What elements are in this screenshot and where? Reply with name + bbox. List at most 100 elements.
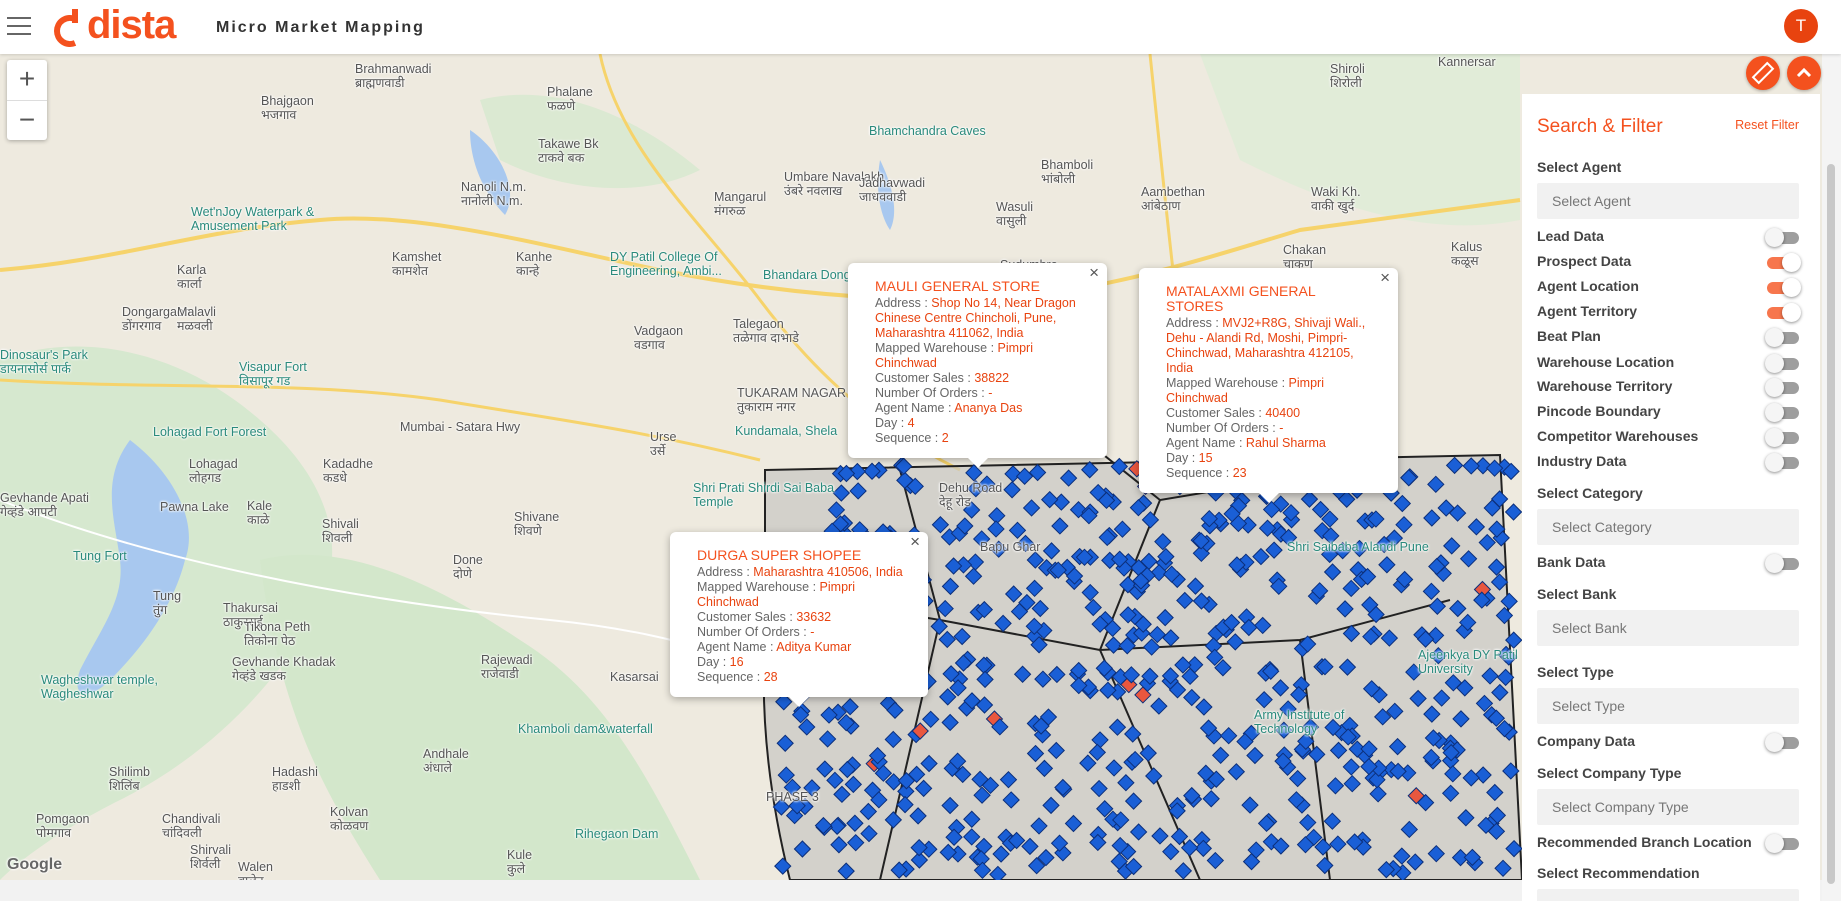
map-marker[interactable] [1007, 831, 1026, 850]
map-marker[interactable] [838, 760, 857, 779]
map-marker[interactable] [1388, 737, 1407, 756]
map-marker[interactable] [1025, 617, 1043, 636]
map-marker[interactable] [1018, 593, 1036, 612]
map-marker[interactable] [1156, 608, 1174, 627]
map-marker[interactable] [1422, 582, 1441, 601]
map-marker[interactable] [1110, 550, 1129, 568]
map-marker[interactable] [774, 857, 792, 875]
map-marker[interactable] [1095, 659, 1114, 677]
map-marker[interactable] [1422, 748, 1440, 767]
toggle-switch[interactable] [1765, 228, 1799, 247]
map-marker[interactable] [1258, 519, 1277, 537]
map-marker[interactable] [1424, 729, 1443, 747]
map-marker[interactable] [1467, 518, 1486, 536]
map-marker[interactable] [1103, 619, 1122, 638]
map-marker[interactable] [1040, 490, 1059, 509]
map-marker[interactable] [1323, 812, 1342, 830]
map-marker[interactable] [1162, 565, 1181, 583]
map-marker[interactable] [1124, 857, 1143, 876]
map-marker[interactable] [884, 730, 902, 749]
map-marker[interactable] [1025, 579, 1044, 598]
map-marker[interactable] [1247, 841, 1265, 859]
map-marker[interactable] [1016, 534, 1035, 553]
map-marker[interactable] [1104, 636, 1123, 654]
map-marker[interactable] [945, 828, 963, 846]
map-marker[interactable] [1400, 820, 1419, 839]
map-marker[interactable] [1490, 573, 1509, 591]
map-marker[interactable] [1329, 741, 1348, 760]
map-marker[interactable] [1197, 764, 1215, 782]
map-marker[interactable] [1079, 754, 1097, 772]
map-marker[interactable] [1441, 784, 1460, 803]
map-marker[interactable] [910, 838, 928, 857]
map-marker[interactable] [1322, 527, 1340, 545]
map-marker[interactable] [1279, 700, 1297, 718]
map-marker[interactable] [874, 764, 893, 782]
map-marker[interactable] [1362, 680, 1381, 698]
map-marker[interactable] [803, 779, 821, 797]
popup-close[interactable]: × [910, 532, 920, 551]
map-marker[interactable] [1080, 506, 1098, 525]
map-marker[interactable] [1393, 494, 1412, 513]
scrollbar[interactable] [1822, 54, 1841, 901]
toggle-switch[interactable] [1765, 733, 1799, 752]
map-marker[interactable] [976, 670, 994, 689]
map-marker[interactable] [1500, 592, 1518, 611]
map-marker[interactable] [1015, 467, 1034, 485]
map-marker[interactable] [1117, 774, 1135, 792]
map-marker[interactable] [1151, 827, 1169, 845]
toggle-switch[interactable] [1765, 378, 1799, 397]
map-marker[interactable] [831, 515, 850, 533]
map-marker[interactable] [1004, 465, 1022, 483]
map-marker[interactable] [1358, 567, 1377, 586]
map-marker[interactable] [1345, 833, 1364, 851]
map-marker[interactable] [1342, 624, 1361, 643]
toggle-switch[interactable] [1767, 253, 1801, 272]
map-marker[interactable] [1299, 813, 1317, 832]
map-marker[interactable] [1162, 629, 1180, 647]
map-marker[interactable] [965, 464, 983, 482]
map-marker[interactable] [1321, 510, 1339, 528]
map-marker[interactable] [828, 817, 846, 835]
map-marker[interactable] [1174, 656, 1192, 674]
select-box[interactable]: Select Company Type [1537, 789, 1799, 825]
map-marker[interactable] [1129, 823, 1148, 841]
map-marker[interactable] [816, 760, 834, 778]
map-marker[interactable] [1192, 592, 1211, 610]
map-marker[interactable] [1407, 787, 1425, 805]
map-marker[interactable] [1320, 545, 1339, 564]
map-marker[interactable] [1168, 681, 1187, 699]
map-marker[interactable] [833, 785, 851, 804]
map-marker[interactable] [1241, 796, 1259, 814]
map-marker[interactable] [987, 520, 1005, 538]
map-marker[interactable] [1255, 690, 1273, 709]
map-marker[interactable] [1502, 762, 1520, 780]
map-marker[interactable] [1075, 548, 1094, 567]
map-marker[interactable] [848, 462, 867, 481]
toggle-switch[interactable] [1765, 428, 1799, 447]
map-marker[interactable] [978, 475, 996, 493]
map-marker[interactable] [1486, 783, 1504, 802]
map-marker[interactable] [1081, 583, 1099, 602]
map-marker[interactable] [1481, 667, 1499, 685]
map-marker[interactable] [798, 718, 816, 736]
map-marker[interactable] [1282, 504, 1300, 522]
map-marker[interactable] [1380, 629, 1399, 647]
map-marker[interactable] [1183, 786, 1201, 805]
map-marker[interactable] [860, 824, 878, 843]
map-marker[interactable] [1338, 490, 1356, 508]
map-marker[interactable] [1119, 606, 1137, 624]
map-marker[interactable] [1333, 541, 1352, 560]
map-marker[interactable] [910, 851, 929, 869]
map-marker[interactable] [964, 567, 983, 585]
map-marker[interactable] [1389, 762, 1407, 781]
map-marker[interactable] [1323, 563, 1342, 581]
map-marker[interactable] [1186, 577, 1205, 595]
map-marker[interactable] [1089, 483, 1107, 502]
map-marker[interactable] [818, 730, 837, 748]
measure-button[interactable] [1746, 56, 1780, 90]
map-marker[interactable] [1237, 553, 1255, 571]
map-marker[interactable] [1505, 839, 1523, 858]
map-marker[interactable] [783, 778, 802, 797]
map-marker[interactable] [1206, 851, 1225, 870]
